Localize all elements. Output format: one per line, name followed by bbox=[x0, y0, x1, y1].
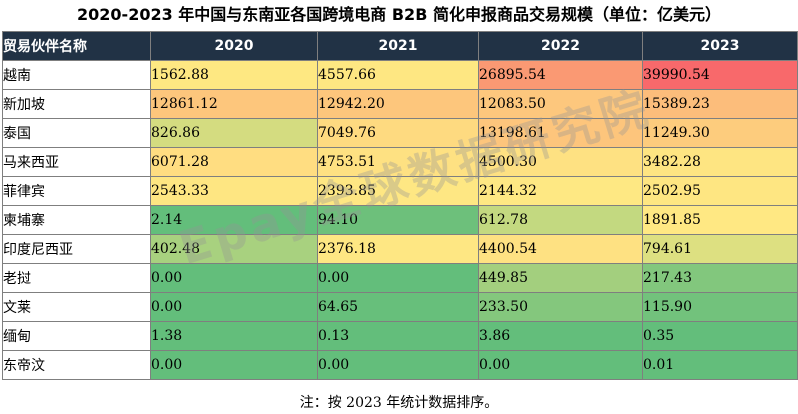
value-cell-2022: 0.00 bbox=[478, 350, 643, 380]
table-row: 柬埔寨 2.14 94.10 612.78 1891.85 bbox=[2, 205, 798, 235]
table-row: 文莱 0.00 64.65 233.50 115.90 bbox=[2, 292, 798, 322]
partner-name-cell: 老挝 bbox=[2, 263, 151, 293]
value-cell-2023: 39990.54 bbox=[642, 60, 798, 90]
footnote: 注：按 2023 年统计数据排序。 bbox=[299, 395, 499, 411]
value-cell-2021: 2376.18 bbox=[317, 234, 479, 264]
table-row: 东帝汶 0.00 0.00 0.00 0.01 bbox=[2, 350, 798, 380]
value-cell-2020: 6071.28 bbox=[150, 147, 318, 177]
partner-name-cell: 菲律宾 bbox=[2, 176, 151, 206]
value-cell-2022: 449.85 bbox=[478, 263, 643, 293]
year-header-2023: 2023 bbox=[642, 31, 798, 61]
value-cell-2021: 0.00 bbox=[317, 263, 479, 293]
value-cell-2023: 0.35 bbox=[642, 321, 798, 351]
value-cell-2022: 612.78 bbox=[478, 205, 643, 235]
value-cell-2022: 13198.61 bbox=[478, 118, 643, 148]
value-cell-2023: 3482.28 bbox=[642, 147, 798, 177]
value-cell-2020: 12861.12 bbox=[150, 89, 318, 119]
value-cell-2020: 0.00 bbox=[150, 292, 318, 322]
partner-name-cell: 马来西亚 bbox=[2, 147, 151, 177]
value-cell-2021: 0.00 bbox=[317, 350, 479, 380]
partner-name-cell: 东帝汶 bbox=[2, 350, 151, 380]
value-cell-2022: 4400.54 bbox=[478, 234, 643, 264]
value-cell-2020: 0.00 bbox=[150, 350, 318, 380]
partner-name-cell: 柬埔寨 bbox=[2, 205, 151, 235]
partner-name-cell: 新加坡 bbox=[2, 89, 151, 119]
value-cell-2021: 94.10 bbox=[317, 205, 479, 235]
year-header-2021: 2021 bbox=[317, 31, 479, 61]
value-cell-2020: 402.48 bbox=[150, 234, 318, 264]
value-cell-2023: 115.90 bbox=[642, 292, 798, 322]
value-cell-2020: 1.38 bbox=[150, 321, 318, 351]
value-cell-2023: 1891.85 bbox=[642, 205, 798, 235]
table-body: 越南 1562.88 4557.66 26895.54 39990.54 新加坡 12861… bbox=[2, 60, 798, 380]
table-row: 新加坡 12861.12 12942.20 12083.50 15389.23 bbox=[2, 89, 798, 119]
value-cell-2023: 794.61 bbox=[642, 234, 798, 264]
table-row: 缅甸 1.38 0.13 3.86 0.35 bbox=[2, 321, 798, 351]
partner-name-cell: 缅甸 bbox=[2, 321, 151, 351]
value-cell-2023: 11249.30 bbox=[642, 118, 798, 148]
value-cell-2021: 4557.66 bbox=[317, 60, 479, 90]
value-cell-2021: 7049.76 bbox=[317, 118, 479, 148]
value-cell-2021: 12942.20 bbox=[317, 89, 479, 119]
value-cell-2023: 15389.23 bbox=[642, 89, 798, 119]
table-row: 印度尼西亚 402.48 2376.18 4400.54 794.61 bbox=[2, 234, 798, 264]
table-row: 菲律宾 2543.33 2393.85 2144.32 2502.95 bbox=[2, 176, 798, 206]
value-cell-2020: 1562.88 bbox=[150, 60, 318, 90]
partner-name-cell: 越南 bbox=[2, 60, 151, 90]
header-row: 贸易伙伴名称 2020 2021 2022 2023 bbox=[2, 31, 798, 61]
table-row: 马来西亚 6071.28 4753.51 4500.30 3482.28 bbox=[2, 147, 798, 177]
value-cell-2022: 3.86 bbox=[478, 321, 643, 351]
value-cell-2023: 217.43 bbox=[642, 263, 798, 293]
year-header-2020: 2020 bbox=[150, 31, 318, 61]
year-header-2022: 2022 bbox=[478, 31, 643, 61]
partner-name-cell: 文莱 bbox=[2, 292, 151, 322]
value-cell-2023: 2502.95 bbox=[642, 176, 798, 206]
value-cell-2021: 2393.85 bbox=[317, 176, 479, 206]
value-cell-2022: 12083.50 bbox=[478, 89, 643, 119]
value-cell-2021: 64.65 bbox=[317, 292, 479, 322]
table-row: 越南 1562.88 4557.66 26895.54 39990.54 bbox=[2, 60, 798, 90]
value-cell-2020: 2543.33 bbox=[150, 176, 318, 206]
value-cell-2023: 0.01 bbox=[642, 350, 798, 380]
table-title: 2020-2023 年中国与东南亚各国跨境电商 B2B 简化申报商品交易规模（单… bbox=[77, 5, 721, 24]
value-cell-2020: 0.00 bbox=[150, 263, 318, 293]
partner-name-cell: 印度尼西亚 bbox=[2, 234, 151, 264]
value-cell-2021: 0.13 bbox=[317, 321, 479, 351]
value-cell-2022: 233.50 bbox=[478, 292, 643, 322]
trade-table: 贸易伙伴名称 2020 2021 2022 2023 越南 1562.88 4557… bbox=[2, 31, 798, 380]
value-cell-2020: 2.14 bbox=[150, 205, 318, 235]
partner-name-header: 贸易伙伴名称 bbox=[2, 31, 151, 61]
value-cell-2022: 2144.32 bbox=[478, 176, 643, 206]
table-row: 老挝 0.00 0.00 449.85 217.43 bbox=[2, 263, 798, 293]
value-cell-2022: 26895.54 bbox=[478, 60, 643, 90]
value-cell-2022: 4500.30 bbox=[478, 147, 643, 177]
table-row: 泰国 826.86 7049.76 13198.61 11249.30 bbox=[2, 118, 798, 148]
value-cell-2021: 4753.51 bbox=[317, 147, 479, 177]
value-cell-2020: 826.86 bbox=[150, 118, 318, 148]
partner-name-cell: 泰国 bbox=[2, 118, 151, 148]
